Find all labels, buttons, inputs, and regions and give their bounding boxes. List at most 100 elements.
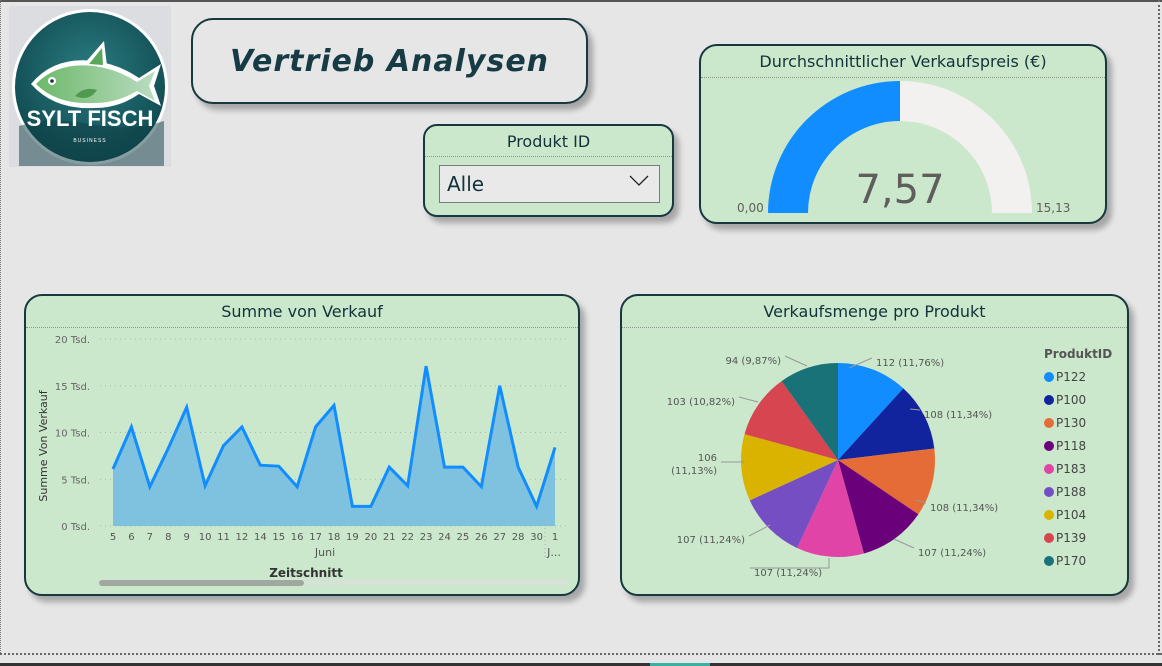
x-tick-label: 17 bbox=[309, 532, 322, 543]
pie-slice-p139[interactable] bbox=[744, 381, 838, 460]
y-tick-label: 5 Tsd. bbox=[61, 475, 90, 486]
legend-color-dot-icon bbox=[1044, 486, 1054, 497]
legend-item-p118[interactable]: P118 bbox=[1044, 434, 1112, 457]
x-tick-label: 16 bbox=[291, 532, 304, 543]
legend-color-dot-icon bbox=[1044, 532, 1054, 543]
x-tick-label: 27 bbox=[493, 532, 506, 543]
chevron-down-icon bbox=[629, 175, 649, 186]
pie-slice-p122[interactable] bbox=[838, 363, 904, 460]
x-tick-label: 21 bbox=[383, 532, 396, 543]
scrollbar-thumb[interactable] bbox=[99, 580, 304, 586]
pie-data-label: 112 (11,76%) bbox=[876, 358, 944, 369]
legend-color-dot-icon bbox=[1044, 509, 1054, 520]
gauge-title: Durchschnittlicher Verkaufspreis (€) bbox=[701, 46, 1105, 78]
legend-color-dot-icon bbox=[1044, 555, 1054, 566]
x-tick-label: 26 bbox=[475, 532, 488, 543]
legend-label: P130 bbox=[1056, 415, 1087, 430]
x-tick-label: 5 bbox=[110, 532, 116, 543]
x-tick-label: 18 bbox=[328, 532, 341, 543]
y-tick-label: 20 Tsd. bbox=[55, 335, 90, 346]
y-axis-title: Summe Von Verkauf bbox=[37, 389, 50, 501]
leader-line bbox=[750, 558, 830, 569]
dropdown-selected-value: Alle bbox=[447, 172, 485, 196]
legend-label: P100 bbox=[1056, 392, 1087, 407]
x-axis-ticks: 5 6 7 8 9 10 11 12 14 15 16 17 18 19 20 21 22 23 24 25 26 27 2… bbox=[110, 532, 558, 543]
x-tick-label: 23 bbox=[420, 532, 433, 543]
avg-price-gauge-card[interactable]: Durchschnittlicher Verkaufspreis (€) 7,5… bbox=[699, 44, 1107, 224]
gauge-max-label: 15,13 bbox=[1036, 201, 1070, 215]
x-tick-label: 24 bbox=[438, 532, 451, 543]
legend-color-dot-icon bbox=[1044, 394, 1054, 405]
quantity-per-product-card[interactable]: Verkaufsmenge pro Produkt 112 (11,76%) 10… bbox=[620, 294, 1129, 596]
x-tick-label: 1 bbox=[552, 532, 558, 543]
leader-line bbox=[748, 524, 771, 537]
pie-slice-p130[interactable] bbox=[838, 448, 935, 515]
next-month-label: J... bbox=[546, 546, 561, 559]
canvas-boundary-left bbox=[0, 0, 1, 655]
legend-label: P139 bbox=[1056, 530, 1087, 545]
svg-text:BUSINESS: BUSINESS bbox=[73, 138, 106, 144]
top-border bbox=[0, 0, 1162, 2]
x-tick-label: 7 bbox=[147, 532, 153, 543]
pie-slice-p118[interactable] bbox=[838, 460, 919, 554]
y-tick-label: 15 Tsd. bbox=[55, 382, 90, 393]
x-tick-label: 30 bbox=[530, 532, 543, 543]
active-page-tab[interactable] bbox=[650, 663, 710, 666]
legend-item-p139[interactable]: P139 bbox=[1044, 526, 1112, 549]
fish-logo-icon: SYLT FISCH BUSINESS bbox=[12, 9, 168, 166]
legend-item-p104[interactable]: P104 bbox=[1044, 503, 1112, 526]
legend-item-p183[interactable]: P183 bbox=[1044, 457, 1112, 480]
gauge-min-label: 0,00 bbox=[737, 201, 764, 215]
gauge-value-arc bbox=[768, 81, 900, 213]
page-tab-strip bbox=[0, 663, 1162, 666]
pie-data-label: 108 (11,34%) bbox=[930, 503, 998, 514]
gauge-chart: 7,57 0,00 15,13 bbox=[737, 81, 1070, 215]
legend-item-p100[interactable]: P100 bbox=[1044, 388, 1112, 411]
gauge-track-arc bbox=[900, 81, 1032, 213]
legend-label: P104 bbox=[1056, 507, 1087, 522]
legend-color-dot-icon bbox=[1044, 440, 1054, 451]
pie-slice-p104[interactable] bbox=[741, 434, 838, 501]
month-label: Juni bbox=[314, 546, 335, 559]
canvas-boundary-bottom bbox=[0, 653, 1162, 655]
pie-slices bbox=[741, 363, 935, 557]
legend-label: P122 bbox=[1056, 369, 1087, 384]
leader-line bbox=[738, 396, 759, 403]
pie-data-label: 94 (9,87%) bbox=[726, 356, 782, 367]
x-tick-label: 9 bbox=[183, 532, 189, 543]
pie-slice-p100[interactable] bbox=[838, 388, 935, 460]
x-tick-label: 22 bbox=[401, 532, 414, 543]
pie-data-label: 106 bbox=[698, 453, 717, 464]
leader-line bbox=[893, 538, 915, 549]
x-tick-label: 25 bbox=[457, 532, 470, 543]
leader-line bbox=[848, 357, 873, 369]
x-tick-label: 6 bbox=[128, 532, 134, 543]
leader-line bbox=[784, 355, 808, 367]
x-tick-label: 10 bbox=[199, 532, 212, 543]
produkt-id-dropdown[interactable]: Alle bbox=[439, 165, 660, 203]
canvas-boundary-right bbox=[1158, 0, 1160, 655]
sylt-fisch-logo: SYLT FISCH BUSINESS bbox=[9, 6, 171, 167]
legend-color-dot-icon bbox=[1044, 417, 1054, 428]
pie-slice-p170[interactable] bbox=[781, 363, 838, 460]
product-pie-chart: 112 (11,76%) 108 (11,34%) 108 (11,34%) 107 … bbox=[667, 355, 998, 579]
legend-title: ProduktID bbox=[1044, 347, 1113, 361]
legend-color-dot-icon bbox=[1044, 463, 1054, 474]
pie-slice-p188[interactable] bbox=[749, 460, 838, 548]
pie-chart-title: Verkaufsmenge pro Produkt bbox=[622, 296, 1127, 328]
legend-item-p170[interactable]: P170 bbox=[1044, 549, 1112, 572]
y-tick-label: 0 Tsd. bbox=[61, 522, 90, 533]
report-title-card: Vertrieb Analysen bbox=[191, 18, 588, 104]
sales-sum-chart-card[interactable]: Summe von Verkauf Summe Von Verkauf 0 Ts… bbox=[24, 294, 580, 596]
legend-item-p122[interactable]: P122 bbox=[1044, 365, 1112, 388]
gauge-value: 7,57 bbox=[855, 167, 944, 213]
pie-legend: ProduktID P122 P100 P130 P118 P183 P188 P104 P1… bbox=[1044, 347, 1112, 572]
legend-item-p130[interactable]: P130 bbox=[1044, 411, 1112, 434]
leader-line bbox=[909, 408, 921, 411]
pie-data-label: 107 (11,24%) bbox=[918, 548, 986, 559]
x-tick-label: 15 bbox=[272, 532, 285, 543]
legend-item-p188[interactable]: P188 bbox=[1044, 480, 1112, 503]
pie-slice-p183[interactable] bbox=[797, 460, 864, 557]
pie-data-label: 103 (10,82%) bbox=[667, 397, 735, 408]
